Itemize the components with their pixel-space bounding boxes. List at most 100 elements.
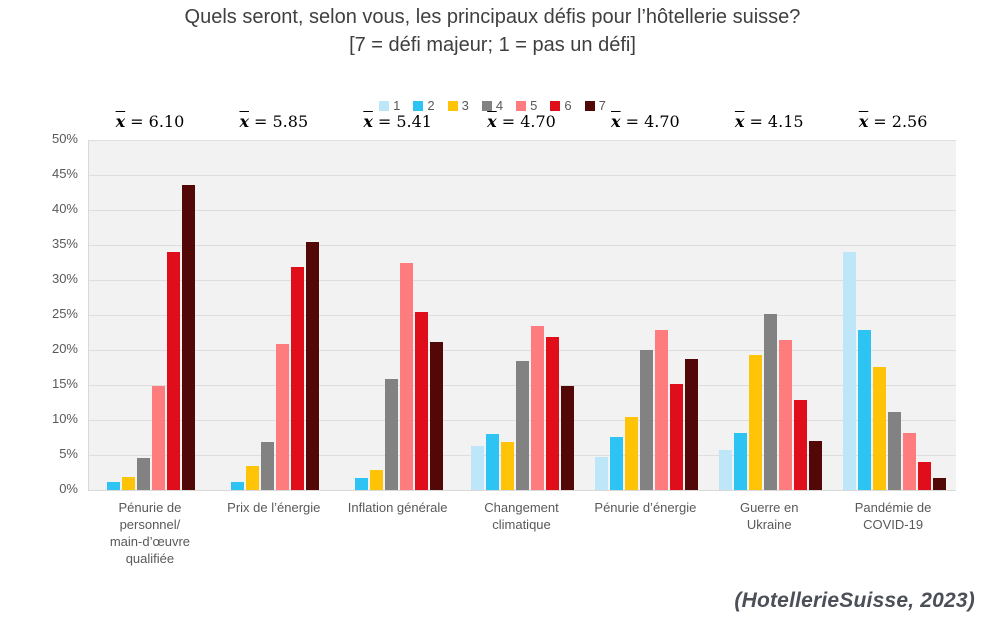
bar-series-5 xyxy=(275,343,289,490)
bar-series-1 xyxy=(842,252,856,490)
legend-item: 4 xyxy=(481,98,504,113)
category-label: Guerre en Ukraine xyxy=(739,500,799,533)
bar-group xyxy=(89,140,213,490)
y-axis-tick-label: 35% xyxy=(51,236,78,251)
bar-group xyxy=(832,140,956,490)
mean-label: x = 2.56 xyxy=(858,112,928,131)
mean-label: x = 4.70 xyxy=(487,112,556,131)
bar-series-4 xyxy=(516,361,529,490)
legend-label: 4 xyxy=(495,98,504,113)
legend-label: 2 xyxy=(427,98,435,113)
bar-series-2 xyxy=(230,481,244,490)
y-axis-tick-label: 40% xyxy=(51,201,78,216)
gridline xyxy=(89,315,956,316)
mean-label: x = 5.85 xyxy=(239,112,309,131)
legend-swatch xyxy=(550,100,561,111)
chart-title: Quels seront, selon vous, les principaux… xyxy=(184,6,801,28)
bar-series-6 xyxy=(669,383,683,490)
legend-swatch xyxy=(379,100,390,111)
category-label: Prix de l’énergie xyxy=(227,500,321,515)
bar-group xyxy=(584,140,708,490)
bar-group xyxy=(337,140,461,490)
legend-swatch xyxy=(481,100,492,111)
source-citation: (HotellerieSuisse, 2023) xyxy=(734,589,975,612)
bar-series-6 xyxy=(290,266,304,490)
bar-series-5 xyxy=(151,386,165,490)
category-label: Inflation générale xyxy=(347,500,448,515)
bar-series-4 xyxy=(384,378,398,490)
bar-series-5 xyxy=(778,339,792,490)
bar-series-3 xyxy=(624,416,638,490)
category-label: Changement climatique xyxy=(484,500,559,533)
mean-label: x = 5.41 xyxy=(363,112,432,131)
gridline xyxy=(89,350,956,351)
y-axis-tick-label: 50% xyxy=(51,131,78,146)
bar-series-5 xyxy=(531,325,544,490)
y-axis-tick-label: 25% xyxy=(51,306,78,321)
legend-swatch xyxy=(516,100,527,111)
mean-label: x = 4.70 xyxy=(611,112,680,131)
category-labels: Pénurie de personnel/main-d’œuvre qualifié… xyxy=(88,499,955,568)
legend-label: 6 xyxy=(564,98,572,113)
gridline xyxy=(89,210,956,211)
legend-item: 2 xyxy=(413,98,435,113)
legend-label: 3 xyxy=(461,98,469,113)
chart-legend: 1 2 3 4 5 6 7 xyxy=(0,98,985,113)
bar-groups xyxy=(89,140,956,490)
bar-series-6 xyxy=(546,337,559,490)
gridline xyxy=(89,175,956,176)
bar-series-3 xyxy=(872,366,886,490)
bar-series-3 xyxy=(748,354,762,490)
bar-series-3 xyxy=(121,477,135,490)
bar-series-2 xyxy=(486,434,499,490)
y-axis-tick-label: 5% xyxy=(59,446,78,461)
gridline xyxy=(89,245,956,246)
bar-series-2 xyxy=(106,481,120,490)
y-axis-tick-label: 30% xyxy=(51,271,78,286)
bar-series-1 xyxy=(471,445,484,490)
bar-series-6 xyxy=(917,462,931,490)
bar-group xyxy=(461,140,585,490)
category-label: Pandémie de COVID-19 xyxy=(854,500,932,533)
bar-series-4 xyxy=(136,457,150,490)
y-axis-tick-label: 45% xyxy=(51,166,78,181)
legend-item: 1 xyxy=(379,98,400,113)
bar-series-6 xyxy=(414,312,428,490)
bar-series-2 xyxy=(857,329,871,490)
bar-series-5 xyxy=(399,262,413,490)
bar-series-3 xyxy=(369,469,383,490)
bar-series-6 xyxy=(793,400,807,490)
bar-series-7 xyxy=(429,341,443,490)
bar-series-4 xyxy=(887,411,901,490)
y-axis-tick-label: 15% xyxy=(51,376,78,391)
bar-group xyxy=(213,140,337,490)
gridline xyxy=(89,280,956,281)
legend-swatch xyxy=(584,100,595,111)
bar-series-7 xyxy=(561,385,574,490)
bar-series-3 xyxy=(501,442,514,490)
bar-series-7 xyxy=(932,478,946,490)
legend-swatch xyxy=(447,100,458,111)
y-axis-tick-label: 20% xyxy=(51,341,78,356)
bar-group xyxy=(708,140,832,490)
bar-series-2 xyxy=(354,478,368,490)
means-row: x = 6.10 x = 5.85 x = 5.41 x = 4.70 x = 4.70 x = 4.… xyxy=(88,112,955,131)
bar-series-7 xyxy=(684,359,698,490)
category-label: Pénurie d’énergie xyxy=(594,500,697,515)
y-axis-tick-label: 0% xyxy=(59,481,78,496)
bar-series-6 xyxy=(166,252,180,490)
bar-series-1 xyxy=(594,457,608,490)
chart-subtitle: [7 = défi majeur; 1 = pas un défi] xyxy=(349,34,636,57)
bar-series-7 xyxy=(305,242,319,490)
plot-area xyxy=(88,140,956,491)
category-label: Pénurie de personnel/main-d’œuvre qualifié… xyxy=(109,500,191,567)
legend-label: 7 xyxy=(598,98,606,113)
bar-series-7 xyxy=(181,184,195,490)
legend-item: 7 xyxy=(584,98,606,113)
y-axis-tick-label: 10% xyxy=(51,411,78,426)
gridline xyxy=(89,140,956,141)
bar-series-5 xyxy=(654,329,668,490)
bar-series-4 xyxy=(763,314,777,490)
bar-series-1 xyxy=(718,450,732,490)
